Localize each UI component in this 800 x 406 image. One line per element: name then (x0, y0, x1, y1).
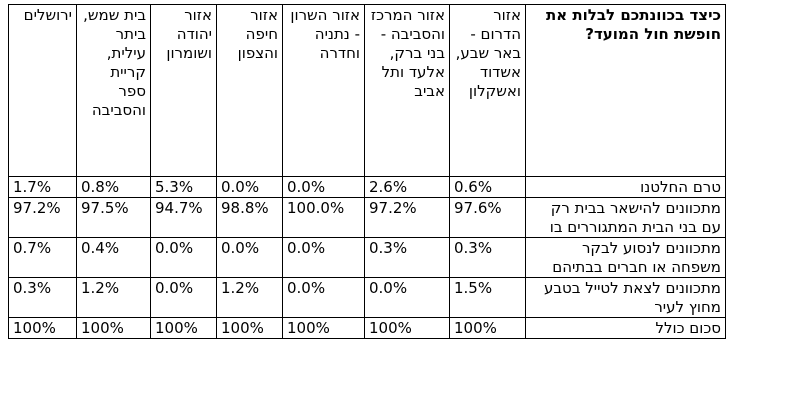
table-cell: 100.0% (282, 197, 365, 238)
table-cell: 0.0% (216, 176, 283, 198)
table-cell: 0.3% (364, 237, 450, 278)
table-cell: 2.6% (364, 176, 450, 198)
table-cell: 0.0% (216, 237, 283, 278)
table-cell: 0.8% (76, 176, 151, 198)
total-row: סכום כולל 100% 100% 100% 100% 100% 100% … (8, 317, 726, 339)
row-label: מתכוונים להישאר בבית רק עם בני הבית המתג… (525, 197, 726, 238)
table-cell: 100% (76, 317, 151, 339)
row-label: טרם החלטנו (525, 176, 726, 198)
row-label: מתכוונים לנסוע לבקר משפחה או חברים בבתיה… (525, 237, 726, 278)
table-cell: 0.0% (364, 277, 450, 318)
table-cell: 94.7% (150, 197, 217, 238)
table-cell: 1.2% (76, 277, 151, 318)
table-cell: 0.0% (282, 277, 365, 318)
column-header-sharon: אזור השרון - נתניה וחדרה (282, 4, 365, 177)
table-cell: 98.8% (216, 197, 283, 238)
column-header-center: אזור המרכז והסביבה - בני ברק, אלעד ותל א… (364, 4, 450, 177)
table-cell: 100% (216, 317, 283, 339)
table-cell: 0.4% (76, 237, 151, 278)
table-cell: 0.0% (282, 237, 365, 278)
column-header-haifa-north: אזור חיפה והצפון (216, 4, 283, 177)
table-cell: 97.2% (364, 197, 450, 238)
column-header-beit-shemesh: בית שמש, ביתר עילית, קריית ספר והסביבה (76, 4, 151, 177)
table-cell: 0.6% (449, 176, 526, 198)
table-row: מתכוונים להישאר בבית רק עם בני הבית המתג… (8, 197, 726, 238)
table-cell: 100% (364, 317, 450, 339)
table-cell: 1.7% (8, 176, 77, 198)
column-header-south: אזור הדרום - באר שבע, אשדוד ואשקלון (449, 4, 526, 177)
table-cell: 100% (150, 317, 217, 339)
table-cell: 0.0% (150, 277, 217, 318)
table-cell: 0.0% (282, 176, 365, 198)
question-header: כיצד בכוונתכם לבלות את חופשת חול המועד? (525, 4, 726, 177)
table-row: טרם החלטנו 0.6% 2.6% 0.0% 0.0% 5.3% 0.8%… (8, 176, 726, 198)
table-cell: 1.2% (216, 277, 283, 318)
table-row: מתכוונים לצאת לטייל בטבע מחוץ לעיר 1.5% … (8, 277, 726, 318)
header-row: כיצד בכוונתכם לבלות את חופשת חול המועד? … (8, 4, 726, 177)
table-cell: 0.3% (449, 237, 526, 278)
row-label: מתכוונים לצאת לטייל בטבע מחוץ לעיר (525, 277, 726, 318)
table-cell: 97.5% (76, 197, 151, 238)
table-cell: 97.6% (449, 197, 526, 238)
table-cell: 97.2% (8, 197, 77, 238)
table-cell: 100% (282, 317, 365, 339)
survey-table-wrapper: כיצד בכוונתכם לבלות את חופשת חול המועד? … (8, 4, 726, 339)
table-cell: 1.5% (449, 277, 526, 318)
row-label: סכום כולל (525, 317, 726, 339)
table-cell: 5.3% (150, 176, 217, 198)
table-cell: 100% (449, 317, 526, 339)
table-cell: 100% (8, 317, 77, 339)
column-header-judea-samaria: אזור יהודה ושומרון (150, 4, 217, 177)
table-cell: 0.7% (8, 237, 77, 278)
column-header-jerusalem: ירושלים (8, 4, 77, 177)
table-cell: 0.3% (8, 277, 77, 318)
table-cell: 0.0% (150, 237, 217, 278)
survey-table: כיצד בכוונתכם לבלות את חופשת חול המועד? … (8, 4, 726, 339)
table-row: מתכוונים לנסוע לבקר משפחה או חברים בבתיה… (8, 237, 726, 278)
